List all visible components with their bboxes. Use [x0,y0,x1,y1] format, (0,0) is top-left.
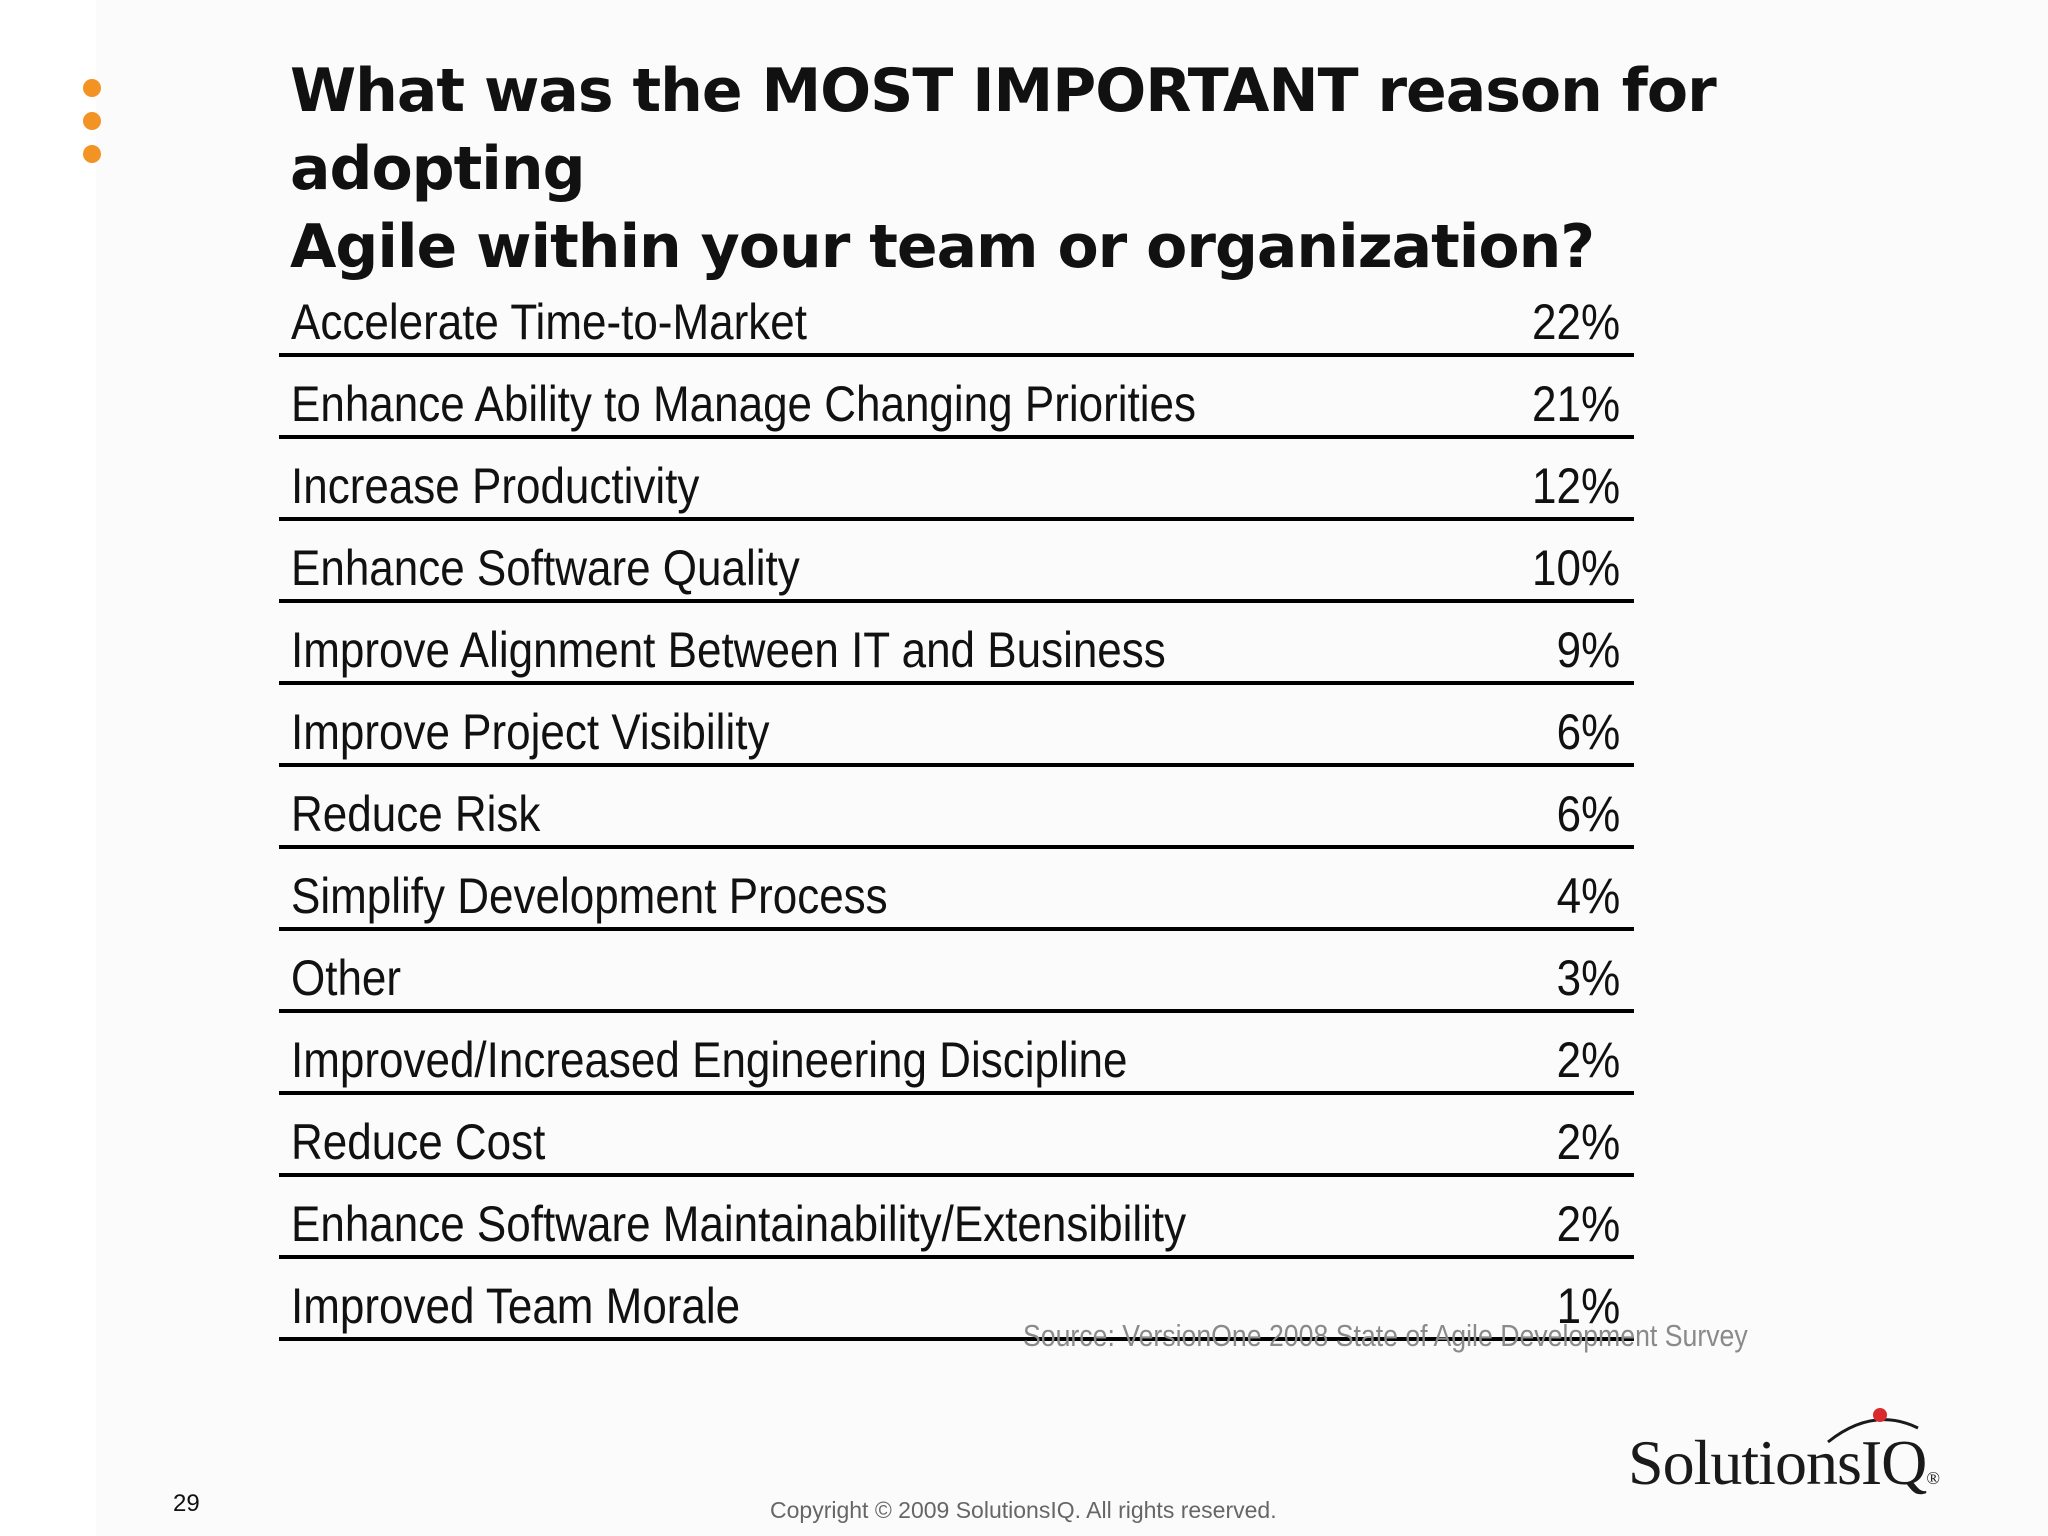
row-value: 1% [1556,1278,1620,1334]
row-value: 12% [1531,458,1620,514]
row-label: Enhance Software Quality [291,540,800,596]
reasons-table: Accelerate Time-to-Market 22% Enhance Abil… [279,275,1634,1341]
orange-dot-icon [83,79,101,97]
registered-mark: ® [1926,1468,1940,1488]
row-value: 2% [1556,1196,1620,1252]
slide-title: What was the MOST IMPORTANT reason for a… [290,52,1890,286]
source-citation: Source: VersionOne 2008 State of Agile D… [1023,1318,1748,1353]
row-value: 2% [1556,1114,1620,1170]
row-label: Enhance Software Maintainability/Extensi… [291,1196,1187,1252]
table-row: Reduce Risk 6% [279,767,1634,849]
row-value: 9% [1556,622,1620,678]
row-value: 21% [1531,376,1620,432]
bullet-dots-decoration [83,79,103,178]
title-line-2: Agile within your team or organization? [290,212,1595,282]
row-label: Reduce Risk [291,786,541,842]
table-row: Reduce Cost 2% [279,1095,1634,1177]
row-label: Enhance Ability to Manage Changing Prior… [291,376,1196,432]
row-value: 10% [1531,540,1620,596]
row-label: Improved/Increased Engineering Disciplin… [291,1032,1128,1088]
table-row: Enhance Software Maintainability/Extensi… [279,1177,1634,1259]
row-value: 6% [1556,704,1620,760]
table-row: Improved Team Morale 1% [279,1259,1634,1341]
row-value: 4% [1556,868,1620,924]
table-row: Improve Alignment Between IT and Busines… [279,603,1634,685]
table-row: Simplify Development Process 4% [279,849,1634,931]
solutionsiq-logo: SolutionsIQ® [1628,1398,1948,1508]
table-row: Other 3% [279,931,1634,1013]
row-label: Improve Project Visibility [291,704,770,760]
row-label: Improve Alignment Between IT and Busines… [291,622,1166,678]
row-value: 3% [1556,950,1620,1006]
table-row: Improve Project Visibility 6% [279,685,1634,767]
row-value: 22% [1531,294,1620,350]
row-label: Accelerate Time-to-Market [291,294,807,350]
table-row: Increase Productivity 12% [279,439,1634,521]
row-label: Other [291,950,402,1006]
title-line-1: What was the MOST IMPORTANT reason for a… [290,56,1717,204]
orange-dot-icon [83,112,101,130]
row-label: Simplify Development Process [291,868,888,924]
page-number: 29 [173,1490,200,1517]
row-value: 6% [1556,786,1620,842]
table-row: Improved/Increased Engineering Disciplin… [279,1013,1634,1095]
row-value: 2% [1556,1032,1620,1088]
row-label: Increase Productivity [291,458,700,514]
row-label: Reduce Cost [291,1114,546,1170]
table-row: Enhance Ability to Manage Changing Prior… [279,357,1634,439]
logo-wordmark: SolutionsIQ [1628,1427,1927,1498]
logo-text: SolutionsIQ® [1628,1426,1940,1500]
content-background [96,0,2048,1536]
row-label: Improved Team Morale [291,1278,741,1334]
orange-dot-icon [83,145,101,163]
table-row: Accelerate Time-to-Market 22% [279,275,1634,357]
table-row: Enhance Software Quality 10% [279,521,1634,603]
logo-arc-icon [1827,1408,1919,1444]
copyright-notice: Copyright © 2009 SolutionsIQ. All rights… [770,1497,1277,1523]
